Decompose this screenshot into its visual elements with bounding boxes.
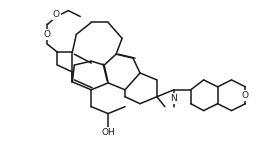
Text: O: O	[53, 10, 60, 19]
Text: O: O	[242, 91, 249, 100]
Text: OH: OH	[101, 128, 115, 137]
Text: N: N	[170, 94, 177, 103]
Text: O: O	[44, 30, 51, 39]
